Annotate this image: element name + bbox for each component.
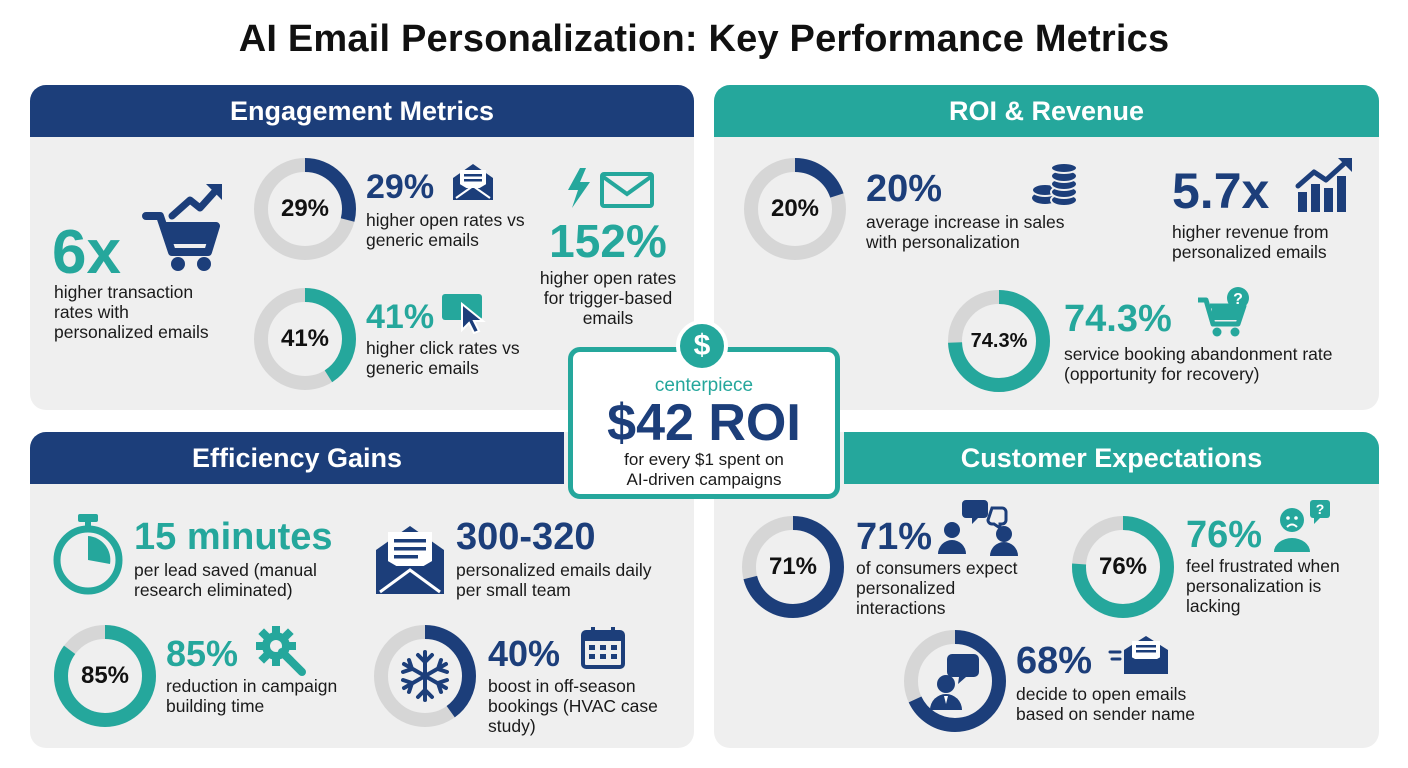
build-time-ring-label: 85% xyxy=(80,662,130,689)
svg-text:?: ? xyxy=(1316,501,1325,517)
ring-progress xyxy=(1072,516,1174,618)
sender-desc: decide to open emails based on sender na… xyxy=(1016,684,1196,724)
ring-graphic xyxy=(904,630,1006,732)
centerpiece-value: $42 ROI xyxy=(607,394,801,452)
ring-progress xyxy=(254,158,356,260)
ring-progress xyxy=(374,625,476,727)
svg-text:?: ? xyxy=(1233,291,1243,308)
open-rate-ring: 29% xyxy=(254,158,356,260)
sender-value: 68% xyxy=(1016,640,1093,682)
ring-progress xyxy=(948,290,1050,392)
time-desc: per lead saved (manual research eliminat… xyxy=(134,560,317,600)
frustrated-value: 76% xyxy=(1186,514,1263,556)
abandonment-desc: service booking abandonment rate (opport… xyxy=(1064,344,1333,384)
sales-ring-label: 20% xyxy=(770,195,820,222)
abandonment-ring-label: 74.3% xyxy=(970,329,1028,352)
ring-graphic xyxy=(948,290,1050,392)
abandonment-ring: 74.3% xyxy=(948,290,1050,392)
offseason-value: 40% xyxy=(488,633,561,674)
transaction-desc: higher transaction rates with personaliz… xyxy=(54,282,209,342)
engagement-panel: Engagement Metrics xyxy=(30,85,694,410)
click-cursor-icon xyxy=(442,294,486,334)
ring-progress xyxy=(54,625,156,727)
abandonment-value: 74.3% xyxy=(1064,298,1172,340)
open-rate-desc: higher open rates vs generic emails xyxy=(366,210,525,250)
frustrated-desc: feel frustrated when personalization is … xyxy=(1186,556,1340,616)
build-time-desc: reduction in campaign building time xyxy=(166,676,338,716)
open-rate-value: 29% xyxy=(366,168,435,206)
ring-graphic xyxy=(744,158,846,260)
volume-desc: personalized emails daily per small team xyxy=(456,560,652,600)
sender-ring xyxy=(904,630,1006,732)
lightning-envelope-icon xyxy=(568,168,654,208)
page-title: AI Email Personalization: Key Performanc… xyxy=(238,18,1170,60)
build-time-value: 85% xyxy=(166,633,239,674)
build-time-ring: 85% xyxy=(54,625,156,727)
centerpiece-desc-line2: AI-driven campaigns xyxy=(626,470,782,489)
ring-graphic xyxy=(254,158,356,260)
coins-icon xyxy=(1031,162,1078,207)
time-value: 15 minutes xyxy=(134,516,333,558)
centerpiece-label: centerpiece xyxy=(654,375,754,396)
volume-value: 300-320 xyxy=(456,516,596,558)
ring-progress xyxy=(744,158,846,260)
sales-desc: average increase in sales with personali… xyxy=(866,212,1065,252)
expect-ring: 71% xyxy=(742,516,844,618)
click-rate-ring-label: 41% xyxy=(280,325,330,352)
cart-question-icon: ? xyxy=(1198,287,1249,337)
cart-trend-icon xyxy=(142,184,222,271)
engagement-header: Engagement Metrics xyxy=(30,85,694,137)
frustrated-ring: 76% xyxy=(1072,516,1174,618)
open-rate-ring-label: 29% xyxy=(280,195,330,222)
trigger-desc: higher open rates for trigger-based emai… xyxy=(539,268,677,328)
person-speech-icon xyxy=(930,654,979,710)
revenue-value: 5.7x xyxy=(1172,163,1270,219)
ring-graphic xyxy=(254,288,356,390)
envelope-letter-icon xyxy=(376,526,444,594)
expect-desc: of consumers expect personalized interac… xyxy=(856,558,1018,618)
centerpiece-desc-line1: for every $1 spent on xyxy=(624,450,784,469)
open-envelope-icon xyxy=(453,164,493,200)
click-rate-desc: higher click rates vs generic emails xyxy=(366,338,520,378)
customer-header: Customer Expectations xyxy=(844,432,1379,484)
click-rate-value: 41% xyxy=(366,298,435,336)
sender-envelope-icon xyxy=(1108,636,1168,674)
click-rate-ring: 41% xyxy=(254,288,356,390)
stopwatch-icon xyxy=(53,514,123,595)
gear-wrench-icon xyxy=(256,626,306,676)
ring-progress xyxy=(254,288,356,390)
expect-value: 71% xyxy=(856,516,933,558)
calendar-icon xyxy=(581,627,625,669)
people-chat-icon xyxy=(938,500,1018,556)
transaction-value: 6x xyxy=(52,218,121,287)
expect-ring-label: 71% xyxy=(768,553,818,580)
offseason-ring xyxy=(374,625,476,727)
ring-graphic xyxy=(374,625,476,727)
roi-header: ROI & Revenue xyxy=(714,85,1379,137)
centerpiece-box: centerpiece $42 ROI for every $1 spent o… xyxy=(568,347,840,499)
ring-graphic xyxy=(1072,516,1174,618)
sales-value: 20% xyxy=(866,168,943,210)
frustrated-person-icon: ? xyxy=(1274,500,1330,552)
trigger-value: 152% xyxy=(549,215,667,267)
revenue-desc: higher revenue from personalized emails xyxy=(1172,222,1329,262)
efficiency-header: Efficiency Gains xyxy=(30,432,564,484)
ring-progress xyxy=(742,516,844,618)
ring-graphic xyxy=(742,516,844,618)
sales-ring: 20% xyxy=(744,158,846,260)
bar-chart-up-icon xyxy=(1295,158,1352,212)
frustrated-ring-label: 76% xyxy=(1098,553,1148,580)
snowflake-icon xyxy=(401,650,449,702)
ring-graphic xyxy=(54,625,156,727)
dollar-icon: $ xyxy=(676,320,728,372)
ring-progress xyxy=(904,630,1006,732)
offseason-desc: boost in off-season bookings (HVAC case … xyxy=(488,676,658,736)
